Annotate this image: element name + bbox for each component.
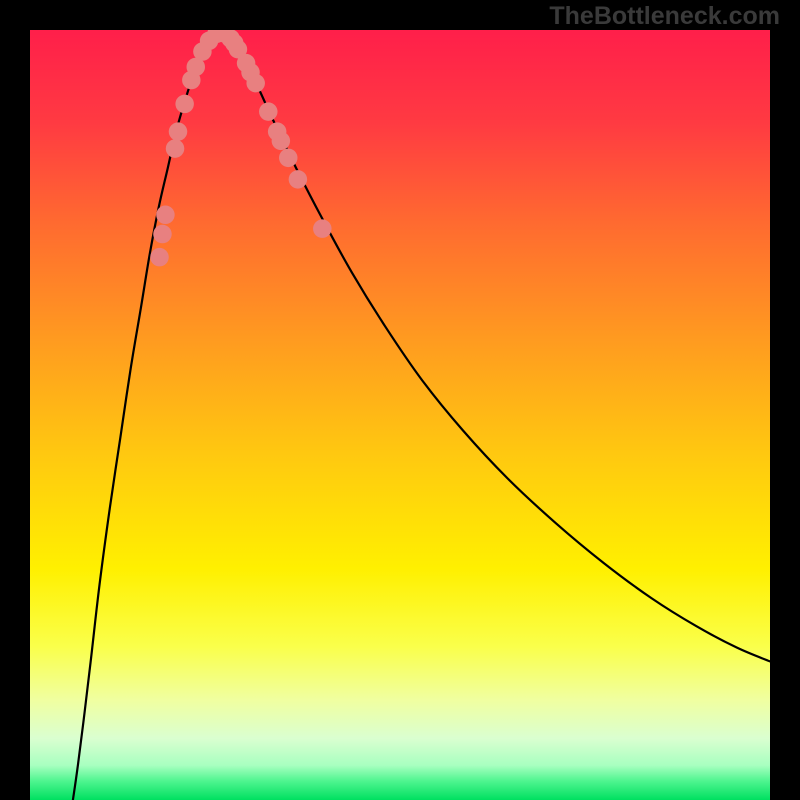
chart-overlay-svg xyxy=(30,30,770,800)
watermark-text: TheBottleneck.com xyxy=(549,2,780,31)
frame-left xyxy=(0,0,30,800)
marker-point xyxy=(259,102,278,121)
frame-right xyxy=(770,0,800,800)
marker-point xyxy=(150,248,169,267)
marker-point xyxy=(166,139,185,158)
marker-point xyxy=(175,95,194,114)
marker-point xyxy=(313,219,332,238)
marker-point xyxy=(169,122,188,141)
marker-point xyxy=(153,225,172,244)
curve-left-branch xyxy=(73,32,220,800)
marker-point xyxy=(156,206,175,225)
chart-plot-area xyxy=(30,30,770,800)
marker-point xyxy=(289,170,308,189)
marker-point xyxy=(279,149,298,168)
marker-point xyxy=(272,132,291,151)
curve-right-branch xyxy=(219,32,770,662)
marker-point xyxy=(246,74,265,93)
